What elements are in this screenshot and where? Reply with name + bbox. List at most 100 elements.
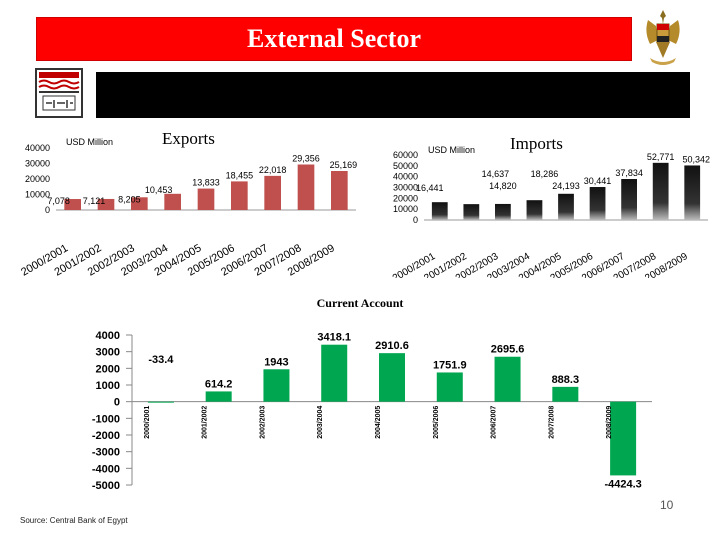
category-label: 2007/2008 bbox=[548, 406, 555, 439]
data-label: 3418.1 bbox=[317, 332, 351, 344]
chart-title: Imports bbox=[510, 134, 563, 153]
data-label: 10,453 bbox=[145, 185, 173, 195]
header-band bbox=[96, 72, 690, 118]
category-label: 2008/2009 bbox=[606, 406, 613, 439]
y-tick-label: -2000 bbox=[92, 430, 120, 442]
bar bbox=[297, 164, 315, 210]
y-tick-label: 0 bbox=[45, 205, 50, 215]
category-label: 2004/2005 bbox=[375, 406, 382, 439]
bar bbox=[264, 175, 281, 210]
current-account-title: Current Account bbox=[316, 296, 404, 310]
data-label: 16,441 bbox=[416, 183, 444, 193]
data-label: 37,834 bbox=[615, 168, 643, 178]
y-tick-label: 60000 bbox=[393, 150, 418, 160]
y-tick-label: 30000 bbox=[25, 159, 50, 169]
y-tick-label: -3000 bbox=[92, 447, 120, 459]
data-label: 22,018 bbox=[259, 165, 287, 175]
data-label: 8,205 bbox=[118, 194, 141, 204]
bar bbox=[205, 391, 232, 402]
category-label: 2002/2003 bbox=[259, 406, 266, 439]
category-label: 2001/2002 bbox=[202, 406, 209, 439]
y-tick-label: 20000 bbox=[25, 174, 50, 184]
data-label: 2695.6 bbox=[491, 344, 525, 356]
bar bbox=[621, 179, 637, 220]
y-tick-label: 30000 bbox=[393, 183, 418, 193]
data-label: 2910.6 bbox=[375, 340, 409, 352]
category-label: 2006/2007 bbox=[491, 406, 498, 439]
bar bbox=[495, 203, 511, 220]
y-tick-label: 10000 bbox=[393, 204, 418, 214]
data-label: 14,637 bbox=[482, 169, 510, 179]
data-label: 50,342 bbox=[682, 154, 710, 164]
y-tick-label: 40000 bbox=[25, 143, 50, 153]
eagle-emblem-icon bbox=[646, 10, 680, 65]
unit-label: USD Million bbox=[428, 145, 475, 155]
bar bbox=[97, 198, 115, 210]
bar bbox=[436, 372, 463, 402]
y-tick-label: 20000 bbox=[393, 193, 418, 203]
y-tick-label: -4000 bbox=[92, 463, 120, 475]
category-label: 2003/2004 bbox=[317, 406, 324, 439]
data-label: 24,193 bbox=[552, 181, 580, 191]
y-tick-label: 2000 bbox=[96, 363, 120, 375]
y-tick-label: 4000 bbox=[96, 330, 120, 342]
bar bbox=[552, 386, 579, 402]
data-label: 18,286 bbox=[531, 169, 559, 179]
data-label: 14,820 bbox=[489, 181, 517, 191]
chart-title: Exports bbox=[162, 129, 215, 148]
source-note: Source: Central Bank of Egypt bbox=[20, 516, 128, 525]
bar bbox=[431, 202, 448, 220]
unit-label: USD Million bbox=[66, 137, 113, 147]
category-label: 2005/2006 bbox=[433, 406, 440, 439]
page-number: 10 bbox=[660, 498, 674, 512]
bar bbox=[131, 197, 148, 210]
current-account-chart: -5000 -4000 -3000 -2000 -1000 0 1000 2000 3000 40… bbox=[92, 330, 652, 492]
y-tick-label: -5000 bbox=[92, 480, 120, 492]
data-label: 1751.9 bbox=[433, 359, 467, 371]
bar bbox=[463, 204, 480, 220]
bar bbox=[526, 200, 543, 220]
data-label: 7,078 bbox=[47, 196, 70, 206]
bank-logo-icon bbox=[38, 72, 80, 111]
y-tick-label: 0 bbox=[114, 397, 120, 409]
data-label: 888.3 bbox=[552, 374, 580, 386]
y-tick-label: 3000 bbox=[96, 347, 120, 359]
data-label: 25,169 bbox=[330, 160, 358, 170]
bar bbox=[589, 187, 606, 220]
data-label: -33.4 bbox=[148, 354, 174, 366]
bar bbox=[147, 401, 174, 403]
data-label: 1943 bbox=[264, 356, 288, 368]
bar bbox=[558, 193, 574, 220]
bar bbox=[64, 199, 81, 210]
bar bbox=[197, 188, 215, 210]
y-tick-label: -1000 bbox=[92, 413, 120, 425]
category-label: 2000/2001 bbox=[144, 406, 151, 439]
bar bbox=[684, 165, 701, 220]
y-tick-label: 40000 bbox=[393, 172, 418, 182]
bar bbox=[164, 193, 181, 210]
data-label: 7,121 bbox=[83, 196, 106, 206]
data-label: 30,441 bbox=[584, 176, 612, 186]
data-label: 614.2 bbox=[205, 378, 233, 390]
bar bbox=[231, 181, 248, 210]
bar bbox=[263, 369, 290, 402]
bar bbox=[652, 162, 669, 220]
y-tick-label: 0 bbox=[413, 215, 418, 225]
data-label: 13,833 bbox=[192, 178, 220, 188]
y-tick-label: 1000 bbox=[96, 380, 120, 392]
bank-logo bbox=[35, 68, 83, 118]
bar bbox=[331, 170, 348, 210]
bar bbox=[321, 344, 348, 402]
title-bar: External Sector bbox=[36, 17, 632, 61]
data-label: -4424.3 bbox=[604, 478, 641, 490]
exports-chart: Exports USD Million 0 10000 20000 30000 40000 7… bbox=[19, 129, 358, 278]
y-tick-label: 50000 bbox=[393, 161, 418, 171]
bar bbox=[494, 356, 521, 402]
bar bbox=[610, 401, 637, 476]
page-title: External Sector bbox=[246, 24, 421, 53]
bar bbox=[379, 353, 405, 402]
data-label: 52,771 bbox=[647, 152, 675, 162]
data-label: 29,356 bbox=[292, 153, 320, 163]
y-tick-label: 10000 bbox=[25, 190, 50, 200]
